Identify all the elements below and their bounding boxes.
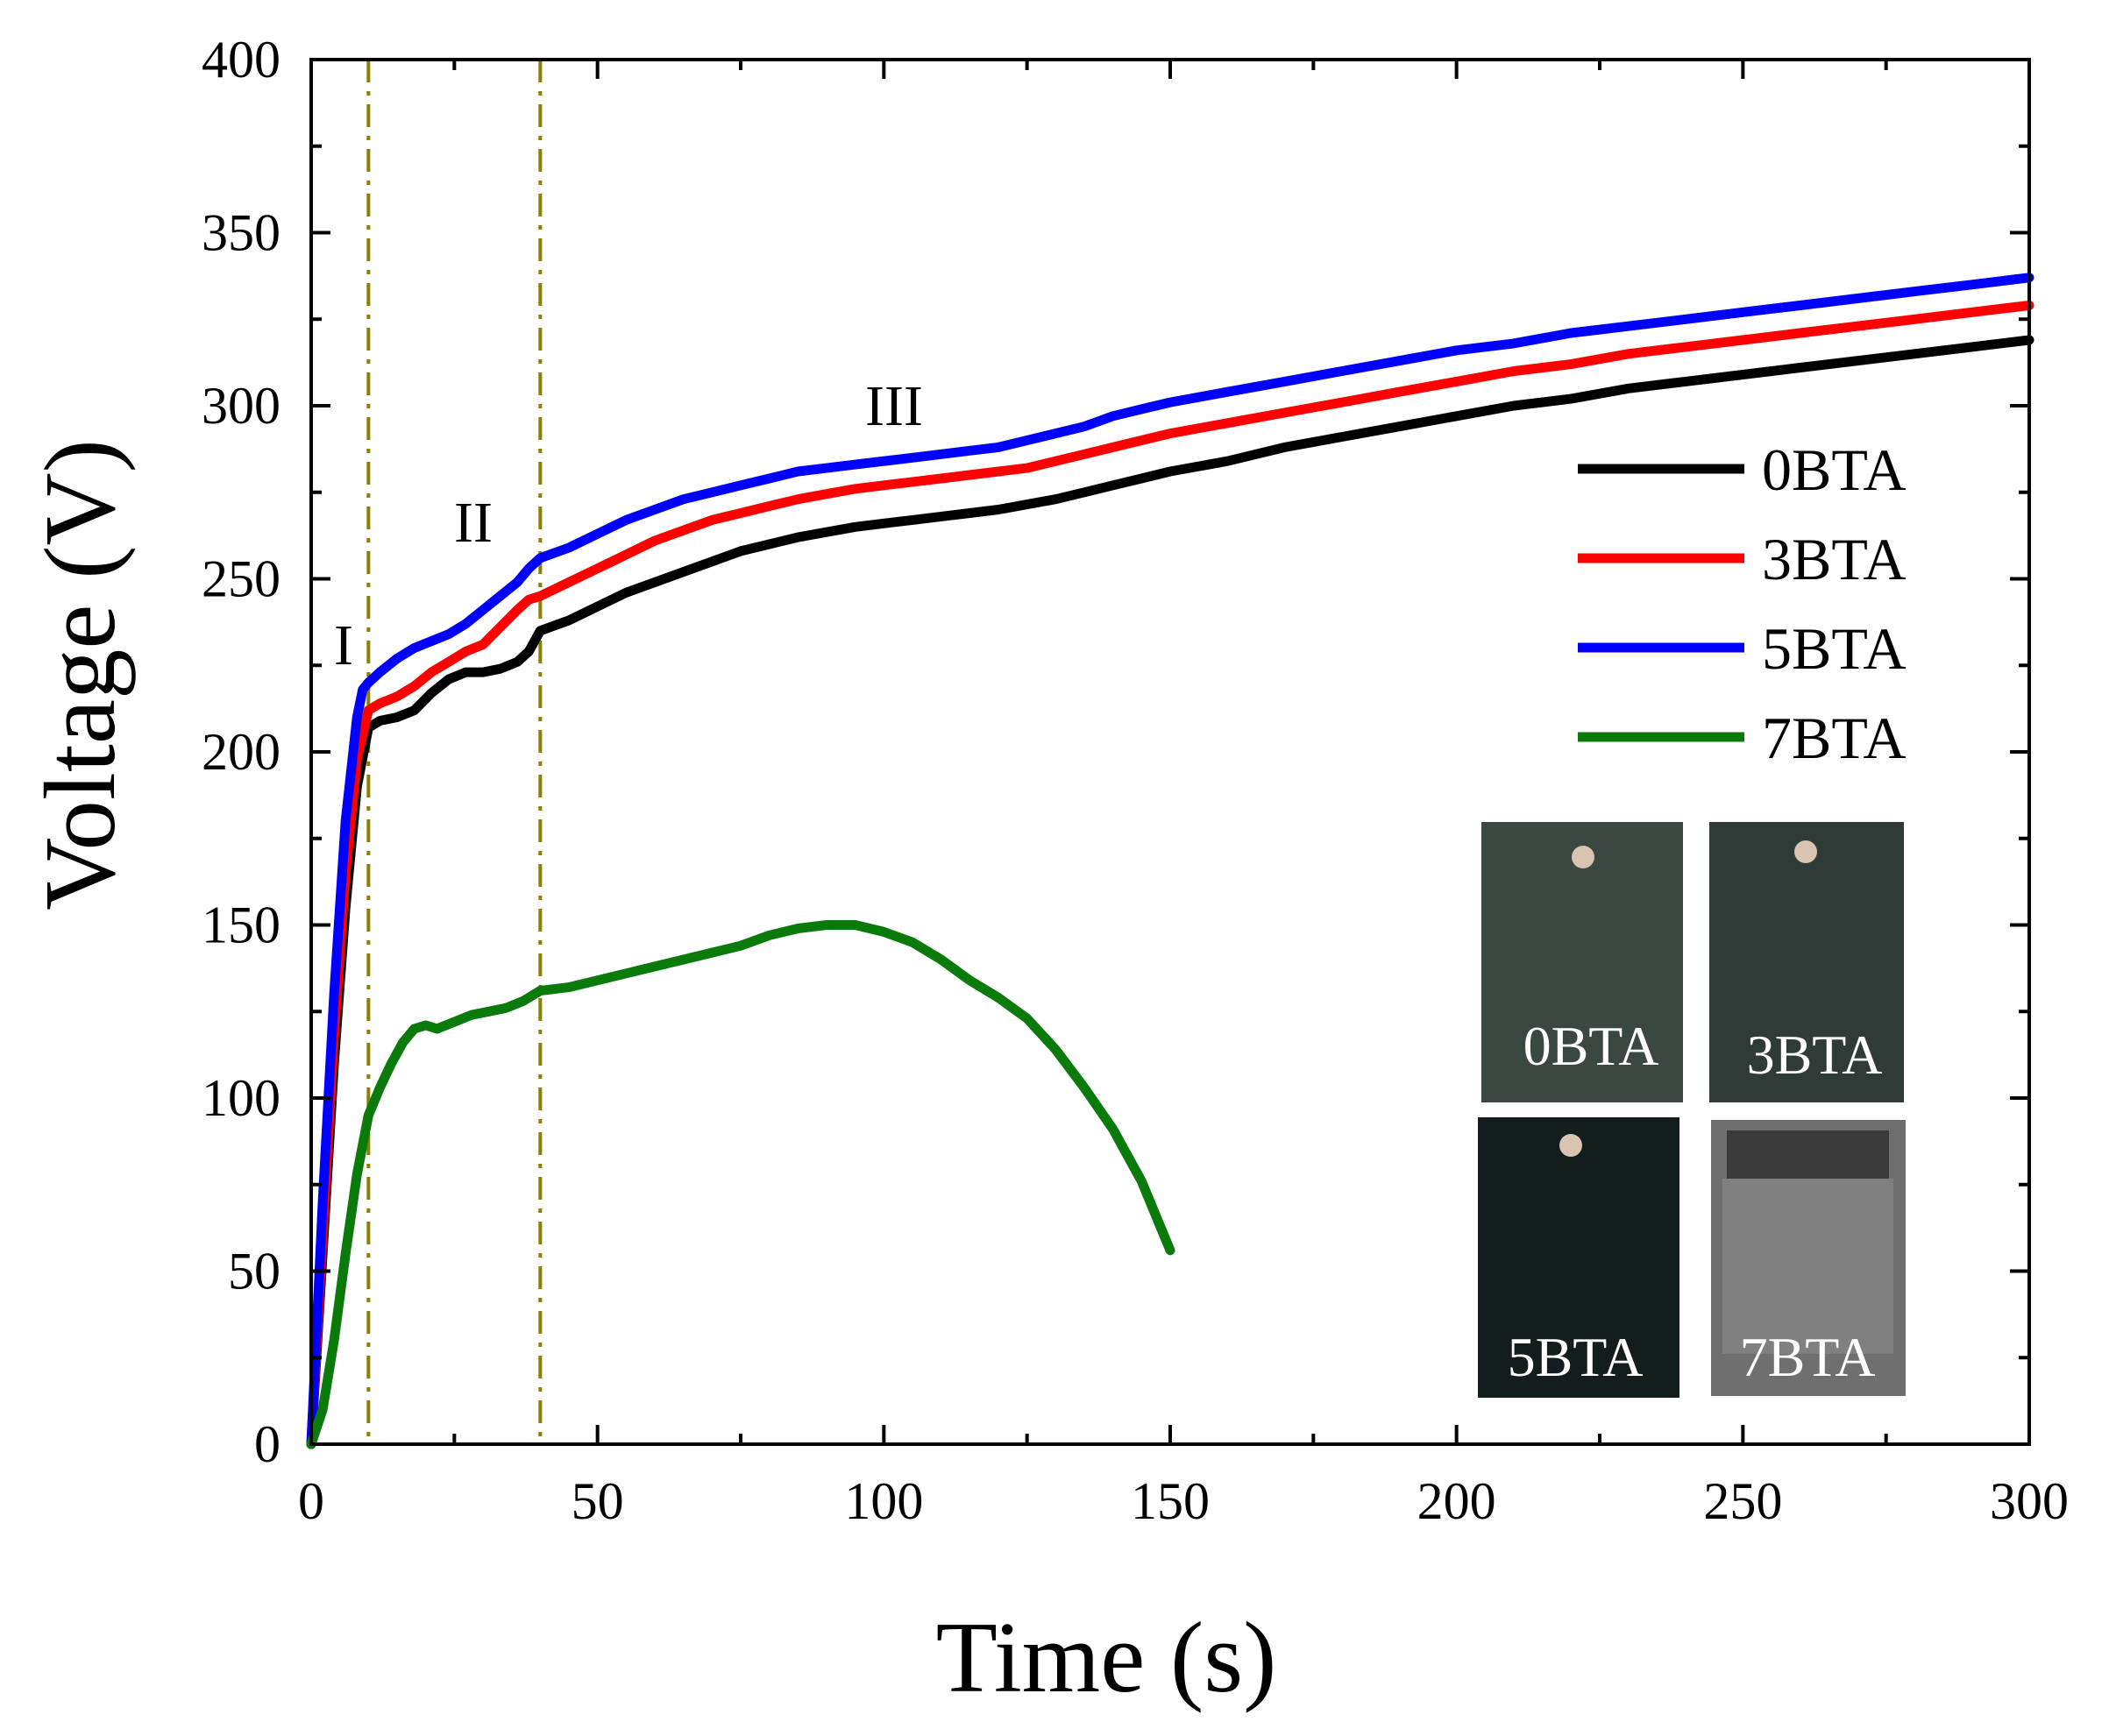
y-tick-label: 150 (202, 896, 280, 954)
x-axis-title: Time (s) (936, 1602, 1277, 1713)
inset-photos: 0BTA 3BTA 5BTA 7BTA (1478, 822, 1906, 1398)
x-tick-label: 100 (844, 1472, 923, 1530)
y-axis-title: Voltage (V) (25, 439, 136, 911)
x-tick-label: 250 (1703, 1472, 1782, 1530)
y-tick-label: 350 (202, 204, 280, 262)
y-tick-label: 100 (202, 1069, 280, 1127)
x-tick-label: 150 (1131, 1472, 1210, 1530)
axis-ticks (309, 58, 2031, 1446)
y-tick-label: 400 (202, 31, 280, 89)
x-tick-labels: 0 50 100 150 200 250 300 (298, 1472, 2069, 1530)
region-label-ii: II (454, 491, 493, 555)
y-tick-label: 250 (202, 550, 280, 608)
y-tick-label: 50 (228, 1243, 280, 1300)
inset-spot-3bta (1794, 840, 1817, 863)
series-line-0bta (306, 335, 2034, 1449)
series-line-5bta (306, 273, 2034, 1449)
legend-label-5bta: 5BTA (1762, 615, 1907, 682)
x-tick-label: 0 (298, 1472, 324, 1530)
legend: 0BTA 3BTA 5BTA 7BTA (1578, 436, 1907, 771)
inset-photo-7bta-texture (1722, 1179, 1893, 1354)
series-lines (306, 273, 2034, 1449)
inset-photo-0bta (1481, 822, 1683, 1102)
x-tick-label: 300 (1990, 1472, 2069, 1530)
inset-spot-5bta (1559, 1134, 1582, 1157)
inset-label-3bta: 3BTA (1747, 1024, 1883, 1086)
legend-label-3bta: 3BTA (1762, 526, 1907, 592)
inset-label-5bta: 5BTA (1508, 1326, 1644, 1388)
y-tick-label: 200 (202, 723, 280, 781)
y-tick-label: 0 (254, 1415, 280, 1473)
x-tick-label: 200 (1417, 1472, 1496, 1530)
region-divider-lines (366, 60, 543, 1444)
x-tick-label: 50 (572, 1472, 624, 1530)
series-line-3bta (306, 301, 2034, 1449)
inset-spot-0bta (1572, 846, 1594, 868)
inset-label-7bta: 7BTA (1740, 1326, 1876, 1388)
series-line-7bta (306, 920, 1175, 1449)
y-tick-labels: 0 50 100 150 200 250 300 350 400 (202, 31, 280, 1473)
inset-photo-7bta-dark-band (1727, 1130, 1889, 1179)
inset-photo-5bta (1478, 1117, 1679, 1398)
legend-label-7bta: 7BTA (1762, 705, 1907, 771)
y-tick-label: 300 (202, 377, 280, 435)
legend-label-0bta: 0BTA (1762, 436, 1907, 503)
inset-label-0bta: 0BTA (1523, 1015, 1659, 1077)
region-label-iii: III (865, 374, 923, 438)
region-label-i: I (334, 613, 353, 677)
inset-photo-3bta (1709, 822, 1904, 1102)
